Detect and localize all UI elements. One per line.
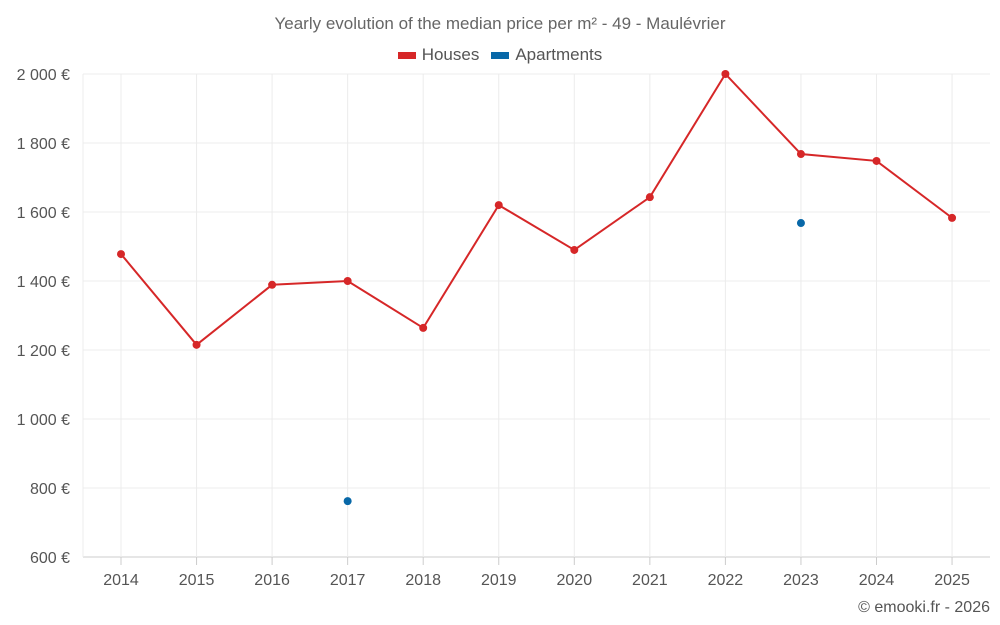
houses-point [419,323,428,332]
x-tick-label: 2019 [481,572,517,589]
legend-item-apartments[interactable]: Apartments [491,45,602,65]
apartments-point [796,219,805,228]
legend-label-houses: Houses [421,45,480,64]
legend: Houses Apartments [0,45,1000,65]
y-tick-label: 1 800 € [17,136,70,153]
apartments-point [343,497,352,506]
houses-point [343,277,352,285]
chart-title: Yearly evolution of the median price per… [274,14,726,33]
y-tick-label: 1 000 € [17,412,70,429]
y-tick-label: 1 400 € [17,274,70,291]
x-tick-label: 2022 [708,572,744,589]
x-tick-label: 2015 [179,572,215,589]
houses-point [570,245,579,254]
y-tick-label: 1 600 € [17,205,70,222]
legend-label-apartments: Apartments [515,45,603,64]
houses-point [645,193,654,202]
x-tick-label: 2016 [254,572,290,589]
legend-item-houses[interactable]: Houses [397,45,480,65]
x-tick-label: 2014 [103,572,139,589]
x-tick-label: 2020 [557,572,593,589]
houses-point [872,156,881,165]
houses-point [192,340,201,349]
y-tick-label: 600 € [30,550,70,567]
y-tick-label: 1 200 € [17,343,70,360]
apartments-swatch [491,51,510,59]
houses-point [268,280,277,289]
x-tick-label: 2018 [405,572,441,589]
houses-point [494,201,503,210]
houses-point [721,70,730,78]
x-tick-label: 2023 [783,572,819,589]
x-tick-label: 2021 [632,572,668,589]
y-tick-label: 2 000 € [17,67,70,84]
y-tick-label: 800 € [30,481,70,498]
houses-line [120,72,953,347]
x-tick-label: 2025 [934,572,970,589]
credit: © emooki.fr - 2026 [858,599,990,616]
x-tick-label: 2017 [330,572,366,589]
houses-point [117,250,125,259]
houses-point [948,213,957,222]
x-tick-label: 2024 [859,572,895,589]
houses-point [796,150,805,159]
houses-swatch [397,51,416,59]
